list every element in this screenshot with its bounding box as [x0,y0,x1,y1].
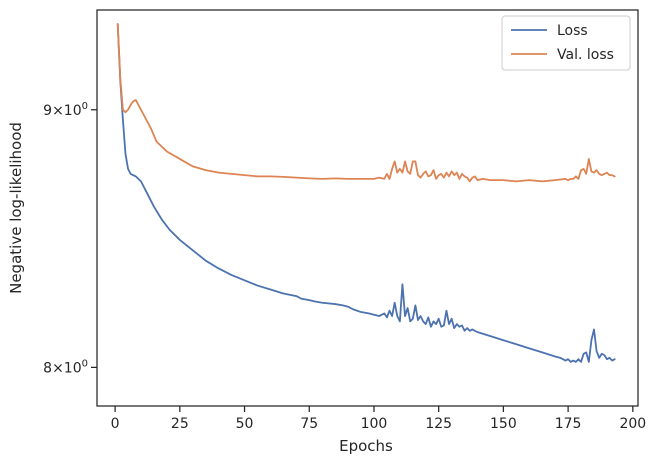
x-tick-label: 125 [425,416,452,432]
legend-label-loss: Loss [557,23,588,39]
y-axis-label: Negative log-likelihood [7,122,25,294]
y-tick-label: 9×100 [43,101,88,119]
x-tick-label: 150 [490,416,517,432]
plot-lines [116,23,616,363]
series-line-loss [116,23,616,363]
x-tick-label: 0 [111,416,120,432]
series-line-val-loss [116,23,616,183]
x-tick-label: 100 [361,416,388,432]
x-axis-ticks: 0 25 50 75 100 125 150 175 200 [111,406,646,432]
x-tick-label: 200 [619,416,646,432]
y-tick-label: 8×100 [43,358,88,376]
legend: Loss Val. loss [501,15,631,71]
x-axis-label: Epochs [339,437,393,455]
x-tick-label: 175 [555,416,582,432]
plot-frame [96,9,639,407]
x-tick-label: 75 [300,416,318,432]
y-axis-ticks: 8×100 9×100 [43,101,97,376]
x-tick-label: 25 [171,416,189,432]
y-axis-label-group: Negative log-likelihood [7,122,25,294]
x-tick-label: 50 [236,416,254,432]
legend-label-val-loss: Val. loss [557,47,614,63]
